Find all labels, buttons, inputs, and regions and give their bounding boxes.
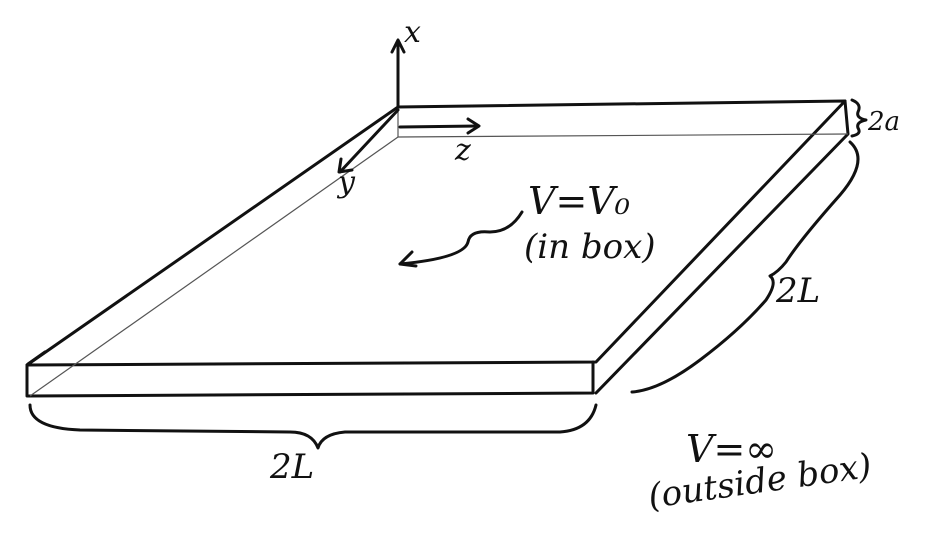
bottom-length-label: 2L xyxy=(269,447,314,487)
inside-potential-label: V=V₀ xyxy=(528,179,630,223)
thickness-label: 2a xyxy=(867,107,900,137)
inside-note-label: (in box) xyxy=(524,227,656,267)
right-length-brace xyxy=(630,140,860,394)
inside-pointer-arrow xyxy=(398,210,524,266)
slab-box xyxy=(25,99,850,398)
y-axis-label: y xyxy=(336,165,356,200)
y-axis-arrowhead xyxy=(337,157,354,174)
x-axis-label: x xyxy=(404,15,421,50)
hidden-edge-left xyxy=(29,136,399,397)
slab-front-face xyxy=(25,360,595,398)
thickness-brace xyxy=(850,98,868,138)
inside-pointer-arrowhead xyxy=(398,250,418,268)
z-axis-label: z xyxy=(454,133,471,168)
y-axis-line xyxy=(338,108,400,174)
bottom-length-brace xyxy=(28,403,598,450)
front-edge-arrow xyxy=(26,350,47,366)
axes xyxy=(26,38,481,366)
z-axis-line xyxy=(398,124,480,129)
slab-top-face xyxy=(25,99,847,367)
right-length-label: 2L xyxy=(775,271,820,311)
outside-potential-label: V=∞ xyxy=(686,427,777,471)
x-axis-arrowhead xyxy=(390,38,406,54)
z-axis-arrowhead xyxy=(466,117,481,135)
hidden-edge-back xyxy=(397,133,849,138)
